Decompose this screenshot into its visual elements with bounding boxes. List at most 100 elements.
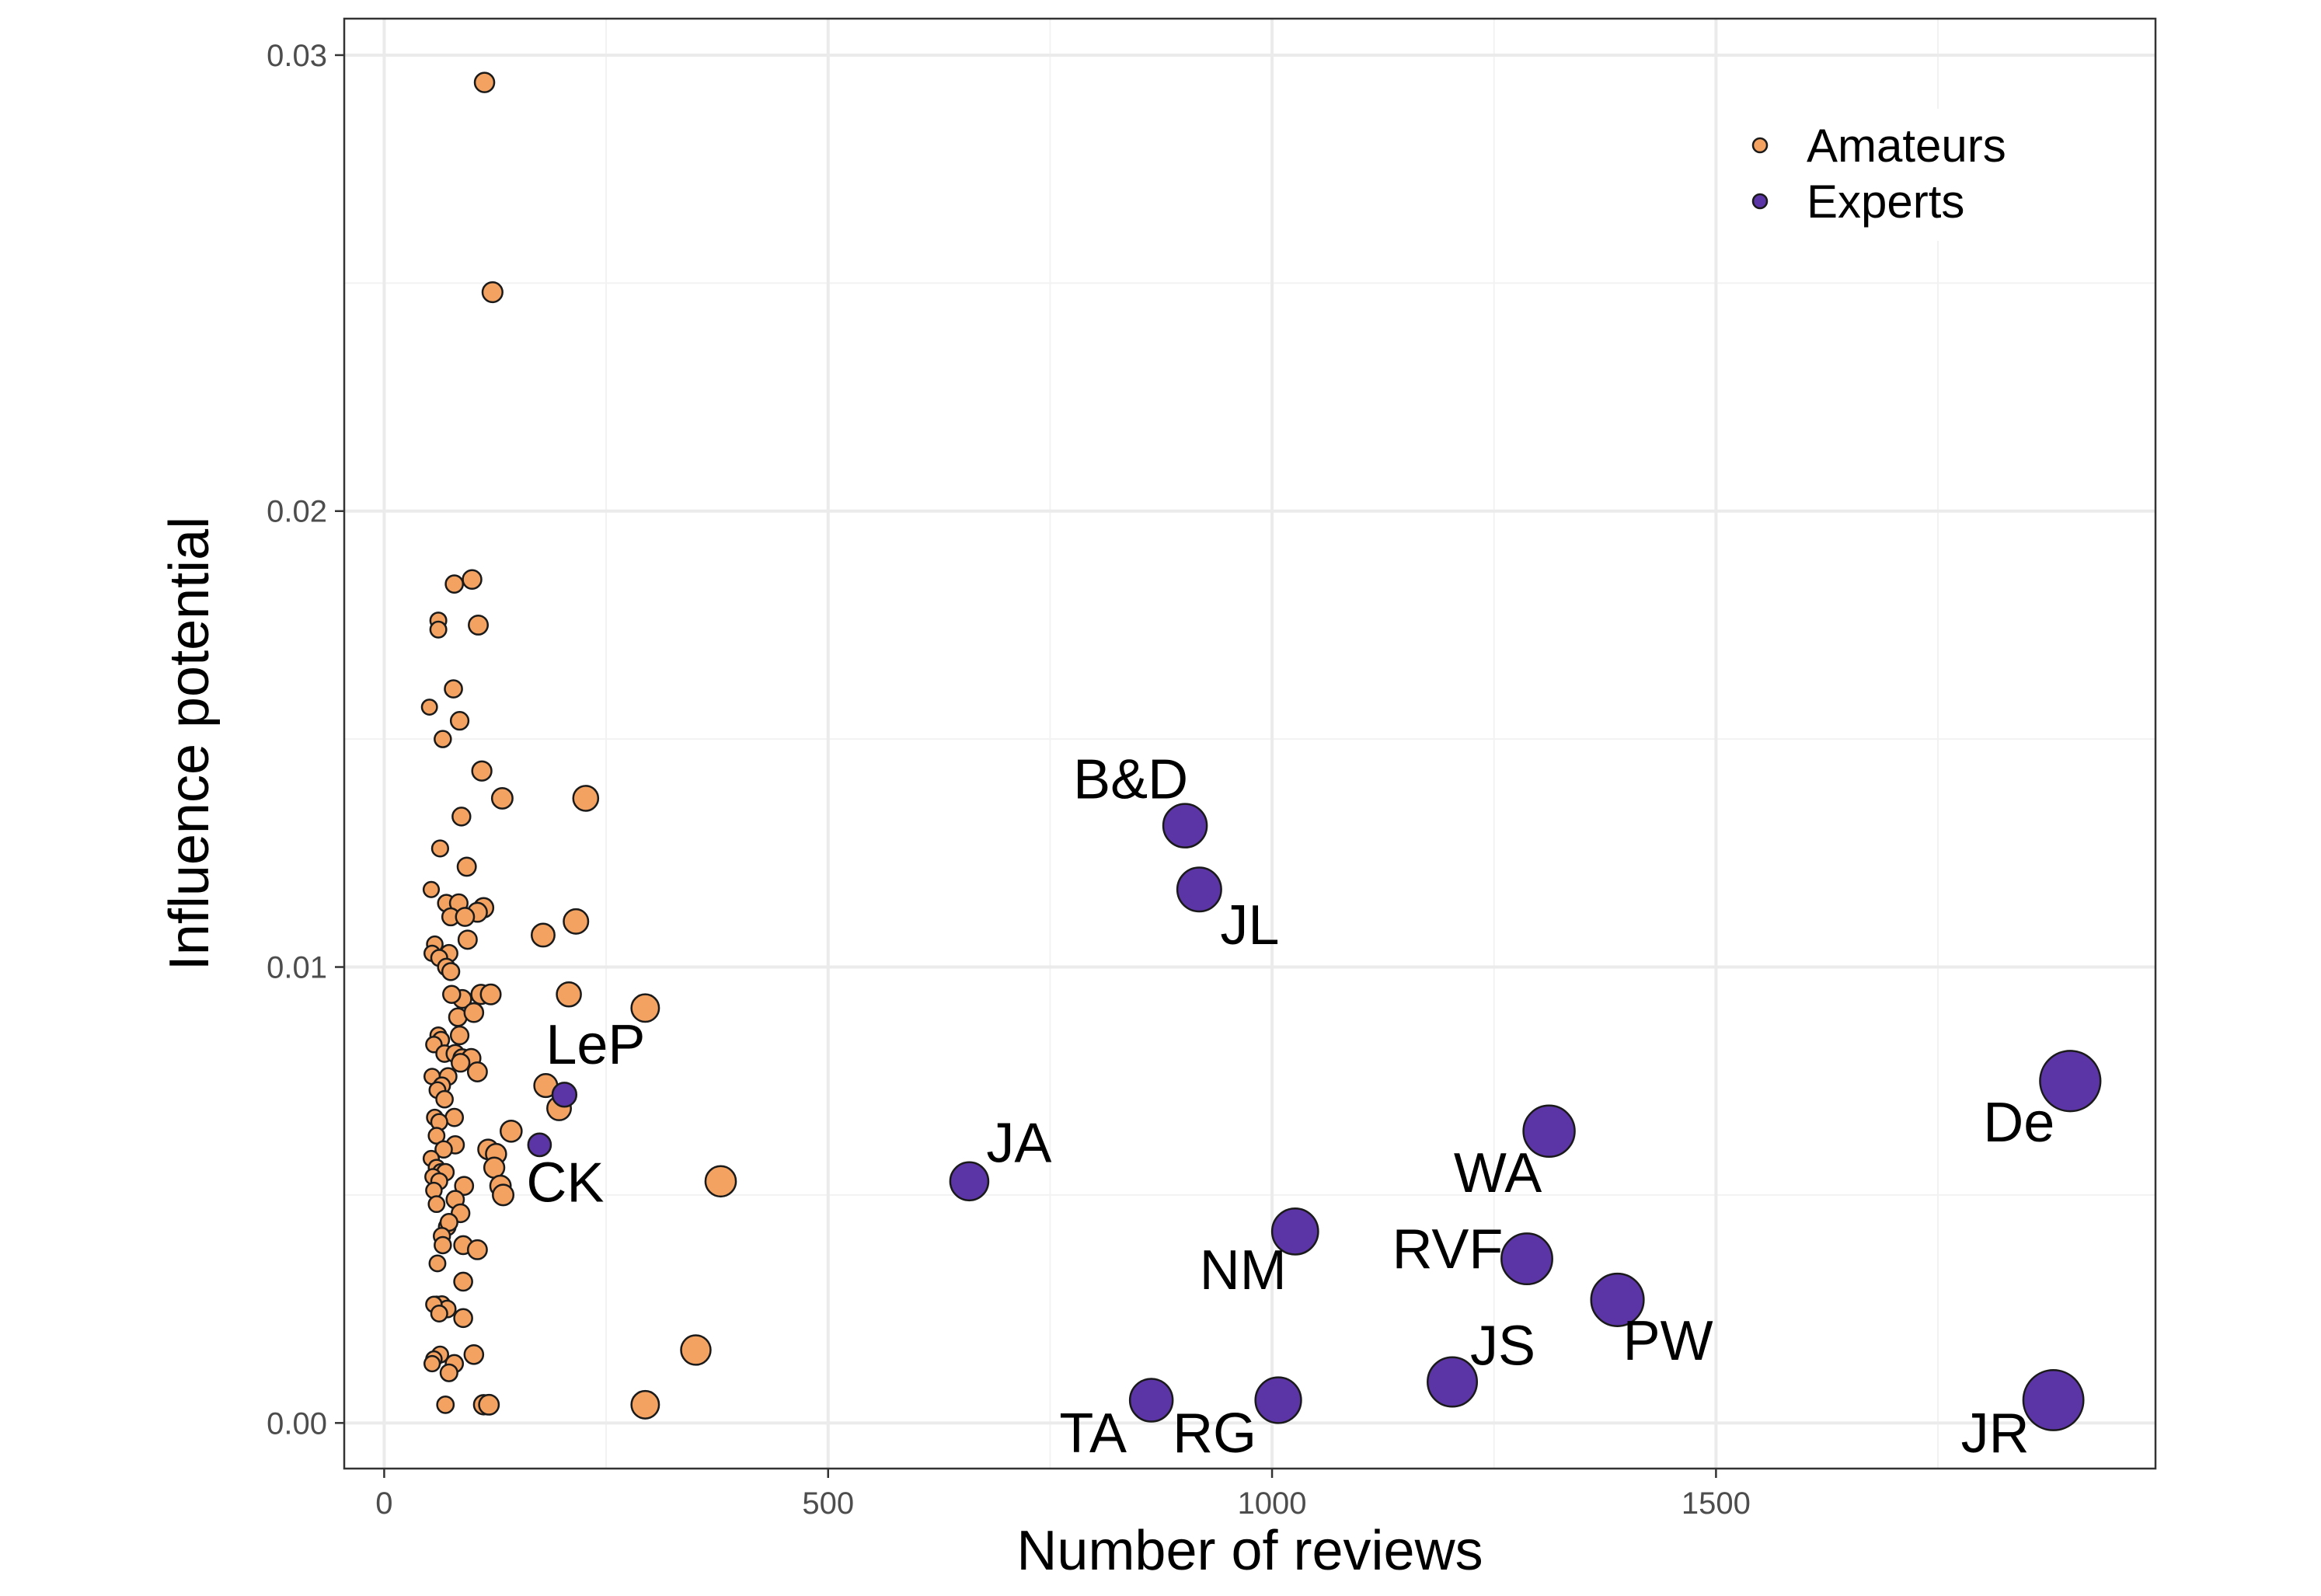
amateur-point	[490, 786, 514, 810]
amateur-point	[463, 1344, 485, 1365]
expert-label-lep: LeP	[545, 1014, 645, 1076]
amateur-point	[454, 1176, 475, 1197]
amateur-point	[479, 983, 502, 1005]
x-tick-label: 1500	[1682, 1486, 1751, 1521]
expert-point-jr	[2022, 1369, 2085, 1431]
expert-point-ck	[527, 1132, 552, 1158]
expert-label-nm: NM	[1200, 1239, 1287, 1302]
expert-point-lep	[551, 1082, 578, 1108]
amateur-point	[430, 1304, 448, 1323]
amateur-point	[436, 1395, 455, 1414]
expert-point-rg	[1254, 1376, 1302, 1424]
expert-label-bandd: B&D	[1073, 749, 1188, 811]
amateur-point	[478, 1393, 500, 1416]
amateur-point	[434, 730, 452, 748]
amateur-point	[453, 1308, 473, 1329]
expert-point-ta	[1128, 1378, 1174, 1423]
amateur-point	[473, 71, 496, 93]
amateur-point	[423, 1354, 441, 1373]
amateur-points	[420, 71, 737, 1420]
amateur-point	[422, 880, 441, 898]
expert-point-de	[2039, 1050, 2102, 1113]
expert-point-pw	[1590, 1272, 1645, 1327]
x-axis-title: Number of reviews	[1016, 1520, 1483, 1582]
expert-point-jl	[1176, 866, 1222, 913]
legend-background	[1737, 109, 2055, 241]
amateur-point	[483, 1156, 506, 1179]
amateur-point	[563, 908, 590, 935]
minor-gridlines	[344, 19, 2155, 1469]
legend-label-experts: Experts	[1807, 176, 1964, 228]
expert-label-js: JS	[1470, 1315, 1535, 1378]
amateur-point	[500, 1119, 523, 1143]
y-tick-label: 0.01	[267, 951, 327, 985]
amateur-point	[434, 1140, 453, 1159]
legend-key-amateurs	[1751, 137, 1769, 154]
expert-point-rvf	[1500, 1232, 1553, 1286]
y-axis-title: Influence potential	[159, 517, 221, 970]
amateur-point	[466, 1239, 488, 1260]
expert-label-rvf: RVF	[1392, 1218, 1504, 1281]
amateur-point	[456, 856, 477, 877]
x-axis-ticks: 0 500 1000 1500	[375, 1469, 1751, 1521]
amateur-point	[451, 1053, 471, 1073]
amateur-point	[449, 1025, 470, 1046]
expert-labels: B&D JL LeP CK JA De WA NM RVF PW JS TA RG JR	[526, 749, 2054, 1465]
amateur-point	[428, 1254, 447, 1273]
amateur-point	[572, 785, 600, 812]
amateur-point	[420, 699, 438, 716]
amateur-point	[442, 984, 462, 1004]
amateur-point	[462, 569, 483, 590]
amateur-point	[453, 1271, 473, 1292]
amateur-point	[704, 1165, 737, 1198]
amateur-point	[427, 1195, 446, 1214]
expert-point-ja	[949, 1161, 990, 1202]
panel-border	[343, 17, 2157, 1470]
amateur-point	[680, 1334, 712, 1366]
amateur-point	[463, 1002, 485, 1023]
amateur-point	[630, 993, 660, 1023]
y-axis-ticks: 0.00 0.01 0.02 0.03	[267, 39, 344, 1441]
expert-label-wa: WA	[1454, 1142, 1542, 1204]
amateur-point	[434, 1235, 452, 1255]
amateur-point	[441, 962, 461, 981]
amateur-point	[556, 981, 582, 1008]
expert-label-de: De	[1983, 1092, 2054, 1154]
amateur-point	[444, 1107, 465, 1127]
legend-key-experts	[1751, 193, 1769, 210]
amateur-point	[430, 839, 450, 858]
x-tick-label: 0	[375, 1486, 392, 1521]
amateur-point	[449, 711, 470, 731]
amateur-point	[492, 1183, 515, 1207]
amateur-point	[444, 679, 463, 699]
expert-label-rg: RG	[1173, 1403, 1256, 1465]
y-tick-label: 0.03	[267, 39, 327, 73]
amateur-point	[455, 907, 476, 927]
expert-label-ja: JA	[986, 1112, 1051, 1174]
amateur-point	[444, 574, 465, 594]
x-tick-label: 500	[802, 1486, 854, 1521]
expert-point-nm	[1270, 1207, 1319, 1256]
y-tick-label: 0.02	[267, 495, 327, 529]
expert-label-jr: JR	[1961, 1403, 2030, 1465]
amateur-point	[630, 1389, 660, 1420]
amateur-point	[530, 922, 556, 948]
legend-label-amateurs: Amateurs	[1807, 120, 2006, 172]
amateur-point	[457, 929, 478, 950]
amateur-point	[439, 1363, 458, 1382]
y-tick-label: 0.00	[267, 1406, 327, 1441]
amateur-point	[481, 281, 504, 304]
amateur-point	[435, 1089, 454, 1109]
expert-point-js	[1427, 1356, 1479, 1408]
amateur-point	[429, 620, 448, 639]
expert-label-pw: PW	[1623, 1310, 1713, 1372]
expert-label-jl: JL	[1220, 894, 1279, 957]
amateur-point	[468, 614, 490, 636]
expert-point-bandd	[1162, 803, 1208, 849]
amateur-point	[466, 1061, 488, 1082]
expert-point-wa	[1522, 1104, 1576, 1159]
expert-points	[527, 803, 2102, 1431]
